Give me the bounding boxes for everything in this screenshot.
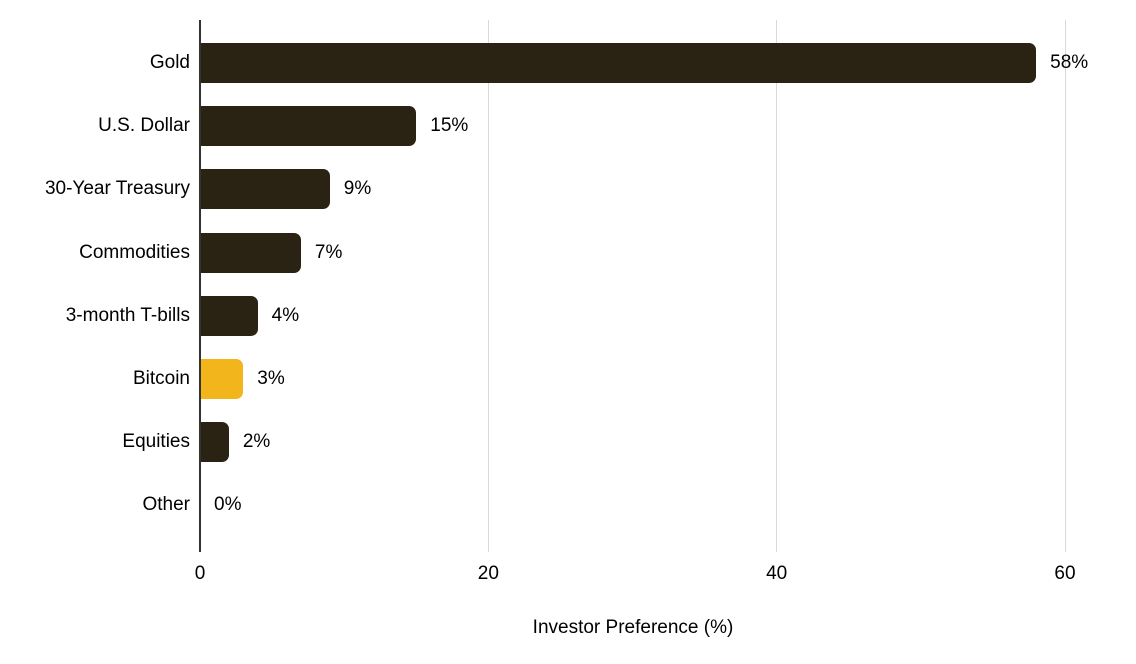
bar-u-s-dollar [201, 106, 417, 147]
x-axis-title: Investor Preference (%) [532, 617, 734, 638]
value-label: 4% [271, 304, 300, 326]
category-axis-baseline [199, 20, 201, 552]
x-tick-label: 0 [194, 563, 206, 584]
category-label: Commodities [79, 241, 190, 263]
x-tick-label: 20 [477, 563, 499, 584]
category-label: Other [142, 494, 190, 516]
bar-bitcoin [201, 359, 244, 399]
category-label: 30-Year Treasury [44, 178, 190, 200]
value-label: 58% [1050, 52, 1089, 73]
bar-gold [201, 43, 1037, 83]
value-label: 15% [430, 115, 469, 137]
category-label: Equities [122, 431, 190, 453]
value-label: 0% [214, 494, 242, 516]
gridline-60 [1064, 20, 1066, 552]
gridline-40 [776, 20, 778, 552]
value-label: 2% [242, 431, 271, 453]
category-label: Gold [149, 52, 190, 73]
category-label: U.S. Dollar [98, 115, 190, 137]
value-label: 7% [314, 241, 343, 263]
bar-commodities [201, 232, 301, 273]
category-label: 3-month T-bills [65, 304, 190, 326]
gridline-20 [487, 20, 489, 552]
x-tick-label: 60 [1054, 563, 1076, 584]
x-tick-label: 40 [766, 563, 788, 584]
value-label: 3% [257, 368, 285, 389]
category-label: Bitcoin [132, 368, 190, 389]
value-label: 9% [343, 178, 372, 200]
bar-equities [201, 422, 229, 463]
plot-area [199, 20, 1066, 552]
bar-3-month-t-bills [201, 295, 258, 336]
bar-30-year-treasury [201, 169, 330, 210]
